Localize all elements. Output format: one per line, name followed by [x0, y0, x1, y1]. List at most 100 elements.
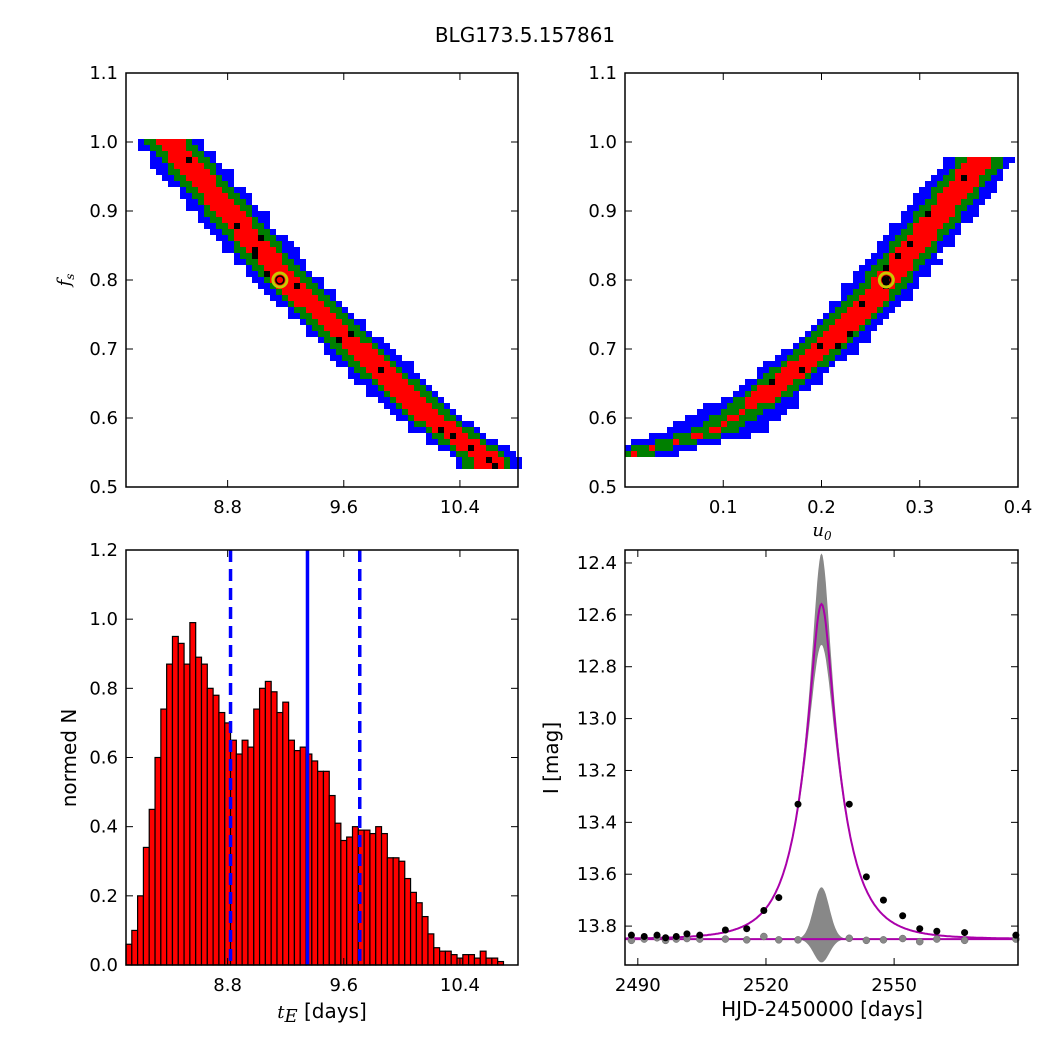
likelihood-cell — [697, 409, 703, 415]
likelihood-cell — [883, 295, 889, 301]
likelihood-cell — [925, 241, 931, 247]
y-tick-label: 13.4 — [577, 812, 617, 833]
histogram-bar — [322, 770, 330, 966]
figure-title: BLG173.5.157861 — [435, 23, 615, 47]
likelihood-cell — [246, 247, 252, 253]
likelihood-cell — [462, 451, 468, 457]
likelihood-cell — [318, 337, 324, 343]
likelihood-cell — [787, 373, 793, 379]
likelihood-cell — [240, 253, 246, 259]
histogram-bar — [235, 753, 243, 966]
likelihood-cell — [889, 259, 895, 265]
likelihood-cell — [228, 211, 234, 217]
likelihood-cell — [414, 427, 420, 433]
likelihood-cell — [306, 313, 312, 319]
likelihood-cell — [829, 313, 835, 319]
likelihood-cell — [985, 163, 991, 169]
likelihood-cell — [270, 265, 276, 271]
likelihood-cell — [354, 367, 360, 373]
likelihood-cell — [745, 421, 751, 427]
likelihood-cell — [943, 169, 949, 175]
likelihood-cell — [817, 361, 823, 367]
histogram-bar — [468, 954, 476, 966]
likelihood-cell — [210, 193, 216, 199]
likelihood-cell — [793, 379, 799, 385]
likelihood-cell — [360, 355, 366, 361]
likelihood-cell — [138, 145, 144, 151]
likelihood-cell — [456, 421, 462, 427]
likelihood-cell — [150, 145, 156, 151]
likelihood-cell — [745, 409, 751, 415]
likelihood-cell — [168, 145, 174, 151]
likelihood-cell — [871, 253, 877, 259]
y-tick-label: 1.1 — [89, 63, 118, 84]
likelihood-cell — [931, 229, 937, 235]
likelihood-cell — [943, 181, 949, 187]
likelihood-cell — [420, 385, 426, 391]
likelihood-cell — [294, 271, 300, 277]
likelihood-cell — [414, 379, 420, 385]
panel-frame — [624, 72, 1019, 488]
likelihood-cell — [703, 439, 709, 445]
likelihood-cell — [336, 307, 342, 313]
y-tick-label: 0.8 — [89, 270, 118, 291]
likelihood-cell — [228, 181, 234, 187]
likelihood-cell — [252, 265, 258, 271]
likelihood-cell — [883, 253, 889, 259]
likelihood-cell — [907, 235, 913, 241]
likelihood-cell — [228, 223, 234, 229]
likelihood-cell — [865, 301, 871, 307]
histogram-bar — [369, 832, 377, 966]
likelihood-cell — [991, 187, 997, 193]
residual-point — [721, 935, 730, 943]
data-point — [672, 932, 680, 940]
likelihood-cell — [204, 193, 210, 199]
likelihood-cell — [781, 373, 787, 379]
histogram-bar — [293, 749, 301, 966]
likelihood-cell — [715, 403, 721, 409]
likelihood-cell — [919, 253, 925, 259]
data-point — [916, 925, 924, 933]
likelihood-cell — [853, 283, 859, 289]
likelihood-cell — [486, 445, 492, 451]
likelihood-cell — [847, 331, 853, 337]
likelihood-cell — [300, 277, 306, 283]
likelihood-cell — [240, 193, 246, 199]
likelihood-cell — [943, 157, 949, 163]
likelihood-cell — [973, 193, 979, 199]
likelihood-cell — [937, 259, 943, 265]
likelihood-cell — [715, 421, 721, 427]
likelihood-cell — [156, 169, 162, 175]
likelihood-cell — [937, 187, 943, 193]
likelihood-cell — [853, 289, 859, 295]
likelihood-cell — [877, 259, 883, 265]
interval-lines — [228, 550, 362, 965]
likelihood-cell — [961, 169, 967, 175]
likelihood-cell — [895, 289, 901, 295]
likelihood-cell — [246, 265, 252, 271]
likelihood-cell — [390, 397, 396, 403]
likelihood-cell — [318, 325, 324, 331]
likelihood-cell — [781, 379, 787, 385]
axes-ticks: 0.5 0.6 0.7 0.8 0.9 1.0 1.1 0.1 0.2 0.3 0.4 — [588, 63, 1032, 518]
y-tick-label: 0.8 — [588, 270, 617, 291]
histogram-bar — [206, 687, 214, 966]
likelihood-cell — [793, 385, 799, 391]
likelihood-cell — [925, 193, 931, 199]
histogram-bar — [363, 829, 371, 966]
likelihood-cell — [775, 379, 781, 385]
likelihood-cell — [841, 283, 847, 289]
histogram-bar — [148, 808, 156, 966]
likelihood-cell — [919, 211, 925, 217]
likelihood-cell — [372, 379, 378, 385]
likelihood-cell — [829, 337, 835, 343]
likelihood-cell — [294, 247, 300, 253]
likelihood-cell — [378, 355, 384, 361]
likelihood-cell — [745, 433, 751, 439]
likelihood-cell — [210, 181, 216, 187]
likelihood-cell — [168, 157, 174, 163]
likelihood-cell — [432, 427, 438, 433]
likelihood-cell — [294, 295, 300, 301]
likelihood-cell — [757, 385, 763, 391]
likelihood-cell — [871, 283, 877, 289]
